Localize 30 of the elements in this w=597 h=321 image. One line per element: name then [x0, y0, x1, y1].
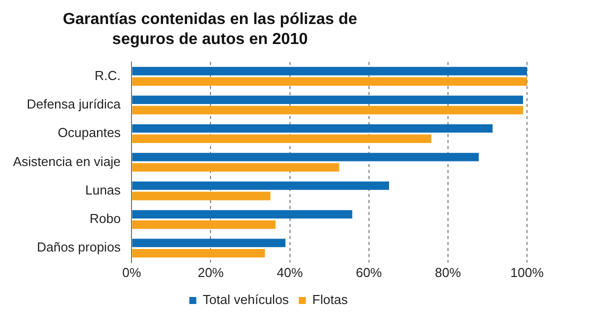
bar	[132, 163, 340, 172]
x-tick-label: 60%	[356, 264, 382, 280]
bar	[132, 249, 265, 258]
y-tick-label: Lunas	[85, 182, 122, 198]
bar	[132, 192, 270, 200]
chart-title: Garantías contenidas en las pólizas de seguros de autos en 2010	[62, 10, 358, 50]
bar	[132, 181, 390, 190]
y-tick-label: Ocupantes	[58, 125, 122, 140]
bar	[132, 210, 352, 219]
y-tick-label: Defensa jurídica	[26, 96, 122, 112]
x-tick-label: 100%	[510, 264, 544, 280]
legend-label: Total vehículos	[202, 292, 290, 308]
bar	[132, 106, 524, 114]
bar	[132, 124, 493, 133]
x-tick-label: 40%	[276, 264, 304, 280]
bar	[132, 220, 276, 229]
bar	[132, 96, 524, 104]
bar	[132, 66, 527, 76]
bar	[132, 134, 432, 143]
bar	[132, 152, 479, 162]
y-tick-label: Asistencia en viaje	[12, 154, 121, 169]
bar	[132, 238, 286, 248]
bar	[132, 77, 527, 86]
legend-label: Flotas	[312, 292, 348, 308]
y-tick-label: Robo	[90, 211, 121, 226]
x-tick-label: 20%	[198, 264, 224, 280]
y-tick-label: Daños propios	[36, 240, 122, 255]
x-tick-label: 0%	[122, 264, 142, 280]
x-tick-label: 80%	[434, 264, 462, 280]
y-tick-label: R.C.	[94, 68, 121, 83]
